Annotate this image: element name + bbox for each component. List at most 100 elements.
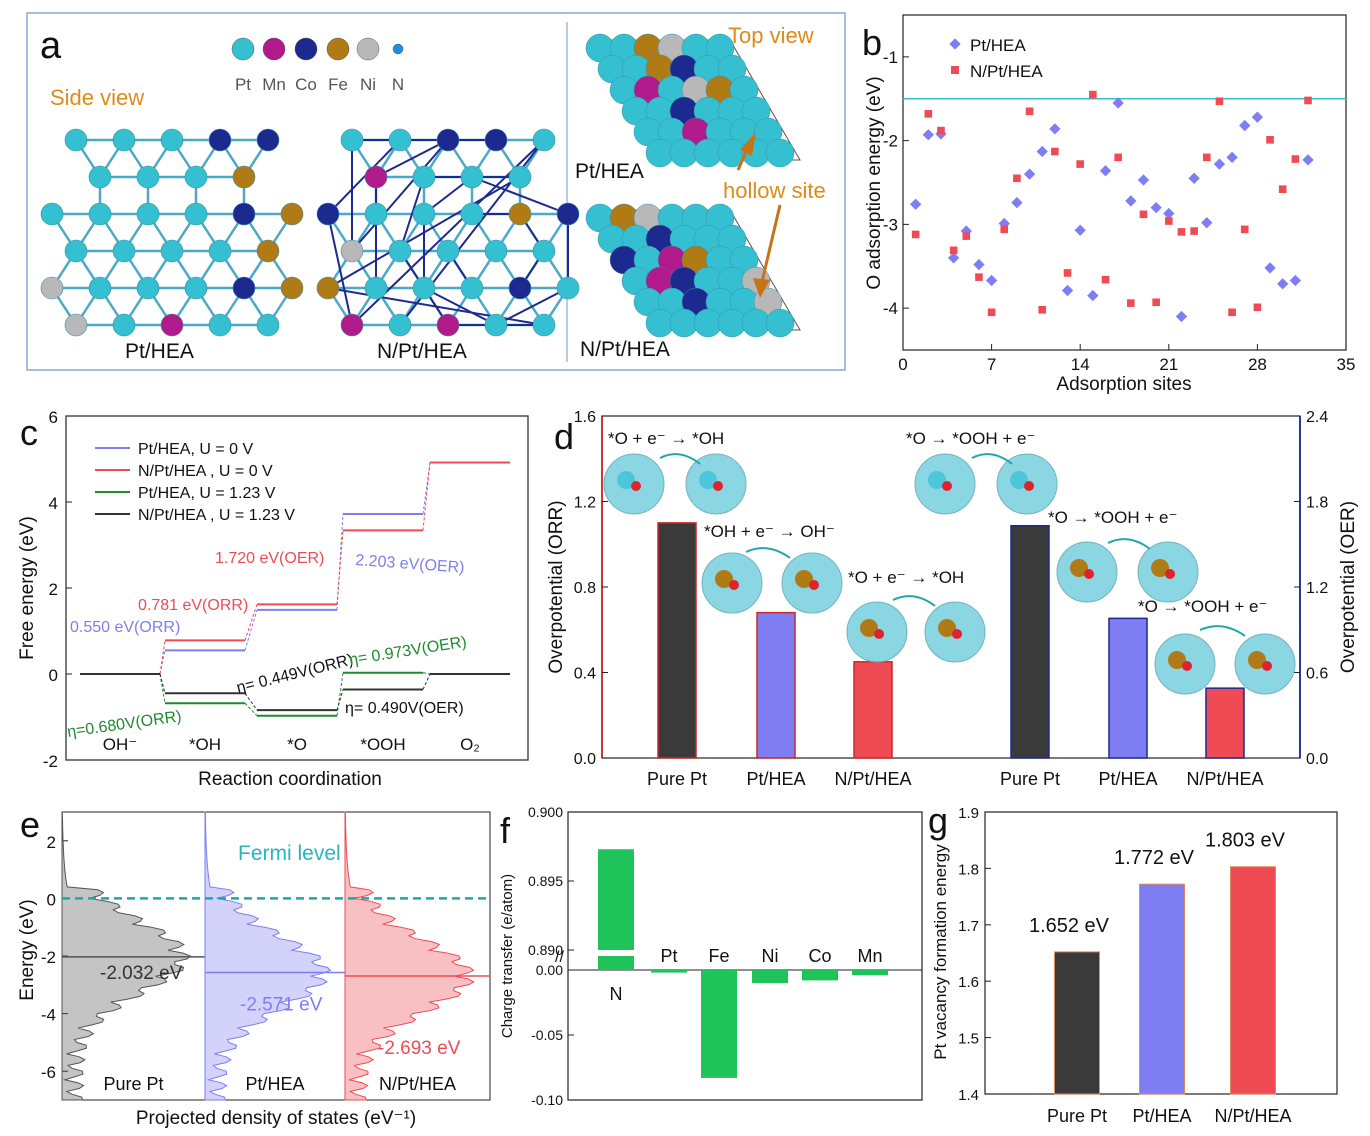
bond <box>423 287 497 326</box>
atom <box>40 202 64 226</box>
atom <box>340 128 364 152</box>
bar-vacancy <box>1139 883 1185 1095</box>
y-tick-label: 4 <box>49 494 58 513</box>
panel-f-letter: f <box>500 810 511 851</box>
reaction-label: *O + e⁻ → *OH <box>608 429 724 448</box>
hollow-arrowhead-1 <box>740 132 756 156</box>
y-tick-label-right: 2.4 <box>1306 409 1328 426</box>
point-pt-hea <box>1239 119 1251 132</box>
bond <box>399 176 425 252</box>
atom <box>40 276 64 300</box>
bond <box>327 213 353 326</box>
panel-e-plot: 2 0 -2 -4 -6 Pure Pt Pt/HEA N/Pt/HEA -2.032 eV -2… <box>41 811 491 1101</box>
reaction-arrow <box>892 595 936 607</box>
point-n-pt-hea <box>1253 303 1262 312</box>
struct2-label: N/Pt/HEA <box>377 340 467 363</box>
legend-atom-ni <box>356 37 380 61</box>
connector <box>422 673 431 690</box>
point-pt-hea <box>1251 111 1264 123</box>
bar-oer <box>1010 524 1050 759</box>
y-tick-label-right: 0.0 <box>1306 751 1328 768</box>
point-n-pt-hea <box>1139 210 1148 219</box>
reaction-arrow <box>745 547 791 559</box>
panel-f-axes <box>567 811 923 1101</box>
y-tick-label: -0.05 <box>531 1027 563 1043</box>
annotation: 1.720 eV(OER) <box>215 550 324 567</box>
atom <box>136 276 160 300</box>
step-label: *OH <box>189 735 221 754</box>
atom <box>532 239 556 263</box>
legend-atom-n <box>392 43 404 55</box>
point-pt-hea <box>1049 123 1061 135</box>
d-band-center-label: -2.693 eV <box>378 1038 461 1059</box>
connector <box>244 702 258 717</box>
atom <box>364 165 388 189</box>
fermi-level-label: Fermi level <box>238 842 341 865</box>
panel-c-xlabel: Reaction coordination <box>198 769 382 790</box>
panel-b-axes <box>902 14 1347 351</box>
point-pt-hea <box>1087 289 1099 302</box>
y-tick-label: 6 <box>49 408 58 427</box>
bar-oer <box>1205 687 1245 759</box>
adsorbate <box>1262 661 1272 671</box>
reaction-arrow <box>659 453 701 465</box>
atom <box>136 202 160 226</box>
legend-marker-pt-hea <box>949 38 961 50</box>
panel-g-plot: 1.4 1.5 1.6 1.7 1.8 1.9 1.652 eV Pure Pt 1.772 e… <box>958 805 1291 1126</box>
surface-atom <box>1248 651 1266 669</box>
point-pt-hea <box>1099 165 1112 177</box>
category-label: Fe <box>708 946 729 966</box>
atom <box>412 276 436 300</box>
atom <box>160 128 184 152</box>
connector <box>244 609 258 651</box>
panel-a-frame <box>26 12 846 371</box>
surface-atom <box>938 619 956 637</box>
atom <box>256 239 280 263</box>
connector <box>422 462 431 531</box>
y-tick-label: -4 <box>883 299 898 318</box>
atom <box>436 239 460 263</box>
pdos-series-label: Pt/HEA <box>245 1074 304 1094</box>
atom <box>508 276 532 300</box>
category-label: N <box>610 984 623 1004</box>
atom <box>184 202 208 226</box>
panel-c: c -2 0 2 4 6 OH⁻ *OH *O *OOH O₂ Pt/HEA, U = 0 V N/P… <box>17 408 529 790</box>
atom <box>256 128 280 152</box>
reaction-label: *OH + e⁻ → OH⁻ <box>704 522 835 541</box>
reaction-arrow <box>971 453 1013 465</box>
atom <box>316 202 340 226</box>
panel-e: e 2 0 -2 -4 -6 Pure Pt Pt/HEA N/Pt/HEA -2.032 eV… <box>17 804 491 1129</box>
y-tick-label: 1.5 <box>958 1031 979 1048</box>
top-view-label: Top view <box>728 23 814 48</box>
atom <box>340 313 364 337</box>
atom <box>765 308 795 338</box>
category-label: Pure Pt <box>1047 1106 1107 1126</box>
point-n-pt-hea <box>1114 153 1122 162</box>
category-label: Co <box>808 946 831 966</box>
surface-atom <box>699 471 717 489</box>
bar-orr <box>756 611 796 759</box>
bar-charge <box>701 970 737 1078</box>
y-tick-label-left: 1.6 <box>574 409 596 426</box>
point-pt-hea <box>1036 145 1048 158</box>
category-label: Pt <box>660 946 677 966</box>
connector <box>159 640 166 675</box>
x-tick-label: 35 <box>1337 355 1356 374</box>
legend-atom-pt <box>231 37 255 61</box>
hollow-site-label: hollow site <box>723 178 826 203</box>
point-pt-hea <box>1163 207 1175 220</box>
point-n-pt-hea <box>975 273 983 281</box>
panel-d-ylabel-left: Overpotential (ORR) <box>546 500 567 673</box>
y-tick-label: -3 <box>883 215 898 234</box>
point-n-pt-hea <box>1101 275 1110 284</box>
point-n-pt-hea <box>1190 227 1198 235</box>
connector <box>336 530 344 605</box>
connector <box>244 604 258 641</box>
point-n-pt-hea <box>1291 155 1300 163</box>
legend-label: Pt/HEA, U = 1.23 V <box>138 485 276 502</box>
legend-marker-n-pt-hea <box>951 66 959 74</box>
legend-label: N/Pt/HEA <box>970 62 1043 81</box>
category-label: Pt/HEA <box>746 769 805 789</box>
atom <box>64 128 88 152</box>
connector <box>159 650 166 675</box>
